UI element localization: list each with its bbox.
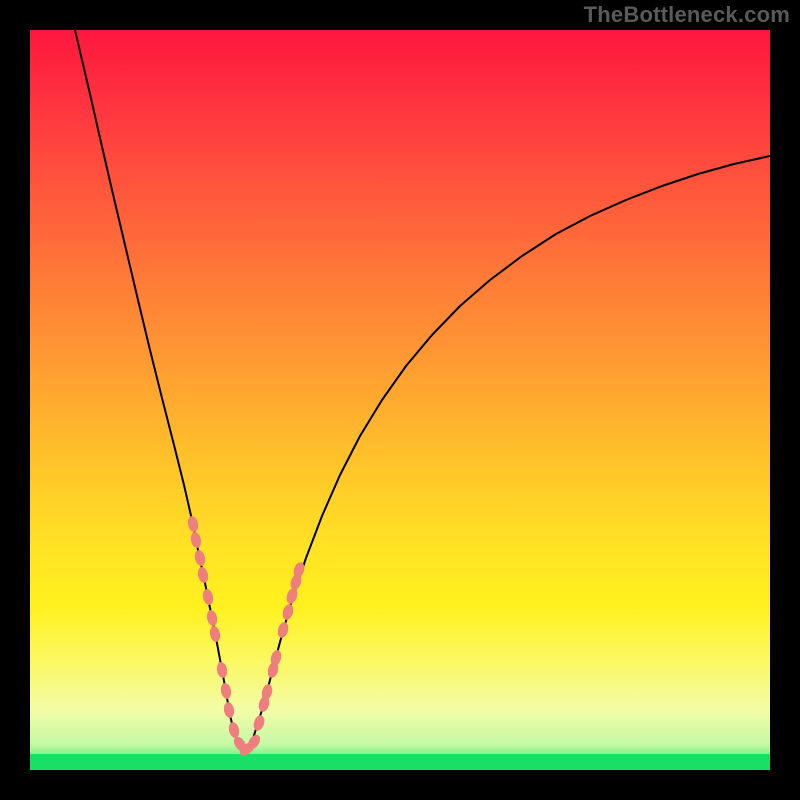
chart-frame: TheBottleneck.com [0,0,800,800]
gradient-background [30,30,770,770]
plot-area [30,30,770,770]
watermark-text: TheBottleneck.com [584,2,790,28]
chart-svg [30,30,770,770]
green-base-band [30,754,770,770]
